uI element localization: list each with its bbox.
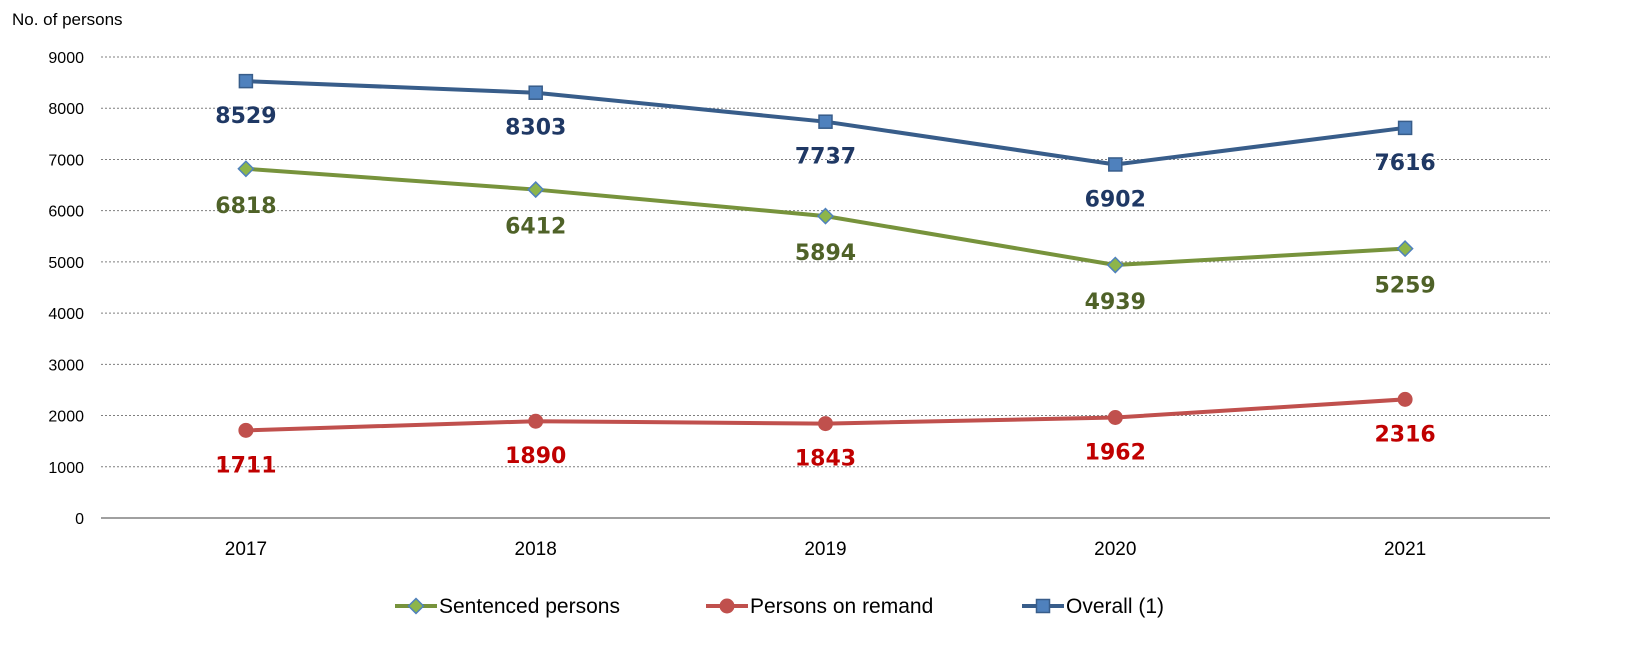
data-point <box>1106 256 1124 274</box>
data-label: 6902 <box>1085 187 1146 212</box>
y-axis-label: No. of persons <box>12 10 123 29</box>
legend-marker <box>1035 598 1051 614</box>
data-point <box>816 207 835 225</box>
y-axis-ticks: 0 1000 2000 3000 4000 5000 6000 7000 8000 9000 <box>48 50 84 528</box>
y-tick-label: 7000 <box>48 152 84 169</box>
data-point <box>527 181 545 199</box>
data-label: 1843 <box>795 447 856 472</box>
data-label: 4939 <box>1085 290 1146 315</box>
legend-marker <box>719 598 735 614</box>
data-label: 1962 <box>1085 441 1146 466</box>
data-point <box>818 114 833 129</box>
y-tick-label: 4000 <box>48 306 84 323</box>
data-point <box>1397 391 1413 407</box>
legend-label: Sentenced persons <box>439 595 620 618</box>
y-tick-label: 6000 <box>48 204 84 221</box>
data-point <box>1107 410 1123 426</box>
series-group <box>237 73 1414 438</box>
legend-label: Persons on remand <box>750 595 933 618</box>
data-label: 7737 <box>795 145 856 170</box>
legend-label: Overall (1) <box>1066 595 1164 618</box>
data-label: 6412 <box>505 215 566 240</box>
y-tick-label: 8000 <box>48 101 84 118</box>
data-label: 8303 <box>505 116 566 141</box>
data-point <box>238 422 254 438</box>
data-point <box>1396 240 1414 258</box>
data-label: 2316 <box>1374 422 1435 447</box>
data-label: 8529 <box>215 104 276 129</box>
x-tick-label: 2020 <box>1094 539 1136 560</box>
data-label: 1890 <box>505 444 566 469</box>
data-point <box>1397 120 1413 136</box>
legend: Sentenced persons Persons on remand Overal… <box>395 595 1164 618</box>
x-tick-label: 2018 <box>515 539 557 560</box>
data-labels: 6818 6412 5894 4939 5259 1711 1890 1843 1962 2316… <box>215 104 1435 478</box>
data-label: 1711 <box>215 453 276 478</box>
data-label: 6818 <box>215 194 276 219</box>
data-point <box>528 413 544 429</box>
y-tick-label: 3000 <box>48 357 84 374</box>
x-tick-label: 2019 <box>804 539 846 560</box>
y-tick-label: 9000 <box>48 50 84 67</box>
data-point <box>1108 157 1123 172</box>
y-tick-label: 5000 <box>48 255 84 272</box>
y-tick-label: 0 <box>75 511 84 528</box>
data-label: 7616 <box>1374 151 1435 176</box>
legend-marker <box>407 597 425 615</box>
data-point <box>238 73 254 89</box>
data-point <box>237 160 255 178</box>
y-tick-label: 1000 <box>48 460 84 477</box>
gridlines <box>101 56 1550 468</box>
y-tick-label: 2000 <box>48 409 84 426</box>
data-label: 5894 <box>795 241 856 266</box>
data-label: 5259 <box>1374 274 1435 299</box>
data-point <box>818 416 833 432</box>
x-axis-ticks: 2017 2018 2019 2020 2021 <box>225 539 1426 560</box>
x-tick-label: 2021 <box>1384 539 1426 560</box>
x-tick-label: 2017 <box>225 539 267 560</box>
data-point <box>528 85 543 100</box>
